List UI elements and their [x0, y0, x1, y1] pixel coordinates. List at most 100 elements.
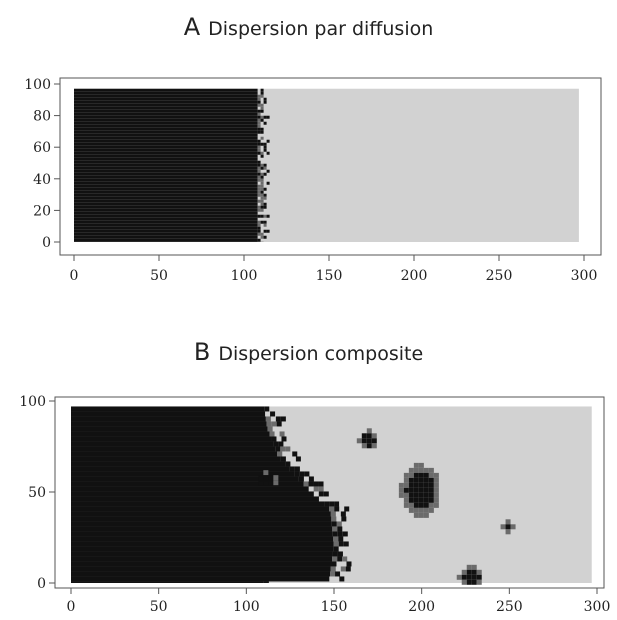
front-cell — [263, 148, 267, 152]
patch-cell — [403, 477, 409, 483]
front-cell — [257, 100, 261, 104]
panel-b-letter: B — [193, 338, 211, 366]
front-cell — [308, 481, 314, 487]
front-cell — [295, 456, 301, 462]
occupied-row — [74, 196, 258, 200]
x-tick-label: 100 — [233, 599, 260, 615]
occupied-row — [74, 220, 258, 224]
front-cell — [260, 115, 264, 119]
front-cell — [264, 406, 270, 412]
patch-cell — [371, 443, 377, 449]
patch-cell — [461, 569, 467, 575]
occupied-row — [74, 103, 258, 107]
front-cell — [260, 118, 264, 122]
front-cell — [257, 160, 261, 164]
occupied-row — [74, 115, 258, 119]
patch-cell — [413, 462, 419, 468]
front-cell — [289, 466, 295, 472]
front-cell — [334, 506, 340, 512]
patch-cell — [361, 438, 367, 444]
front-cell — [263, 229, 267, 233]
occupied-row — [71, 551, 333, 557]
front-cell — [257, 199, 261, 203]
occupied-row — [71, 461, 286, 467]
patch-cell — [258, 475, 264, 481]
front-cell — [270, 411, 276, 417]
front-cell — [257, 190, 261, 194]
front-cell — [332, 551, 338, 557]
occupied-row — [71, 501, 325, 507]
front-cell — [330, 511, 336, 517]
front-cell — [260, 232, 264, 236]
cell-field — [71, 406, 592, 585]
occupied-row — [74, 190, 258, 194]
patch-cell — [423, 477, 429, 483]
front-cell — [260, 175, 264, 179]
occupied-row — [71, 561, 332, 567]
occupied-row — [74, 157, 258, 161]
patch-cell — [408, 487, 414, 493]
patch-cell — [418, 507, 424, 513]
front-cell — [263, 202, 267, 206]
patch-cell — [273, 475, 279, 481]
front-cell — [257, 214, 261, 218]
front-cell — [331, 561, 337, 567]
occupied-row — [74, 139, 258, 143]
front-cell — [263, 121, 267, 125]
occupied-row — [74, 127, 258, 131]
front-cell — [260, 184, 264, 188]
patch-cell — [366, 428, 372, 434]
occupied-row — [74, 184, 258, 188]
front-cell — [343, 541, 349, 547]
front-cell — [257, 178, 261, 182]
patch-cell — [418, 487, 424, 493]
occupied-row — [71, 491, 314, 497]
patch-cell — [428, 502, 434, 508]
front-cell — [263, 214, 267, 218]
front-cell — [257, 166, 261, 170]
occupied-row — [74, 136, 258, 140]
patch-cell — [418, 467, 424, 473]
patch-cell — [471, 579, 477, 585]
front-cell — [260, 178, 264, 182]
patch-cell — [408, 467, 414, 473]
occupied-row — [74, 211, 258, 215]
occupied-row — [74, 142, 258, 146]
x-tick-label: 50 — [150, 599, 168, 615]
front-cell — [260, 235, 264, 239]
patch-cell — [258, 480, 264, 486]
patch-cell — [413, 502, 419, 508]
front-cell — [333, 546, 339, 552]
occupied-row — [71, 581, 264, 583]
patch-cell — [413, 482, 419, 488]
front-cell — [257, 175, 261, 179]
patch-cell — [361, 433, 367, 439]
front-cell — [263, 142, 267, 146]
patch-cell — [263, 475, 269, 481]
chart-panel-b: 0 50 100 150 200 250 300 0 50 100 — [19, 394, 610, 615]
front-cell — [257, 148, 261, 152]
front-cell — [292, 451, 298, 457]
occupied-row — [74, 223, 258, 227]
occupied-row — [74, 226, 258, 230]
panel-b-title: B Dispersion composite — [0, 338, 617, 366]
front-cell — [339, 576, 345, 582]
patch-cell — [418, 497, 424, 503]
front-cell — [294, 466, 300, 472]
occupied-row — [74, 229, 258, 233]
front-cell — [266, 229, 270, 233]
front-cell — [330, 566, 336, 572]
front-cell — [337, 526, 343, 532]
front-cell — [285, 461, 291, 467]
front-cell — [263, 196, 267, 200]
front-cell — [257, 124, 261, 128]
patch-cell — [428, 482, 434, 488]
patch-cell — [423, 502, 429, 508]
front-cell — [267, 426, 273, 432]
occupied-row — [74, 91, 258, 95]
front-cell — [263, 97, 267, 101]
front-cell — [313, 486, 319, 492]
front-cell — [260, 91, 264, 95]
front-cell — [257, 127, 261, 131]
front-cell — [260, 181, 264, 185]
